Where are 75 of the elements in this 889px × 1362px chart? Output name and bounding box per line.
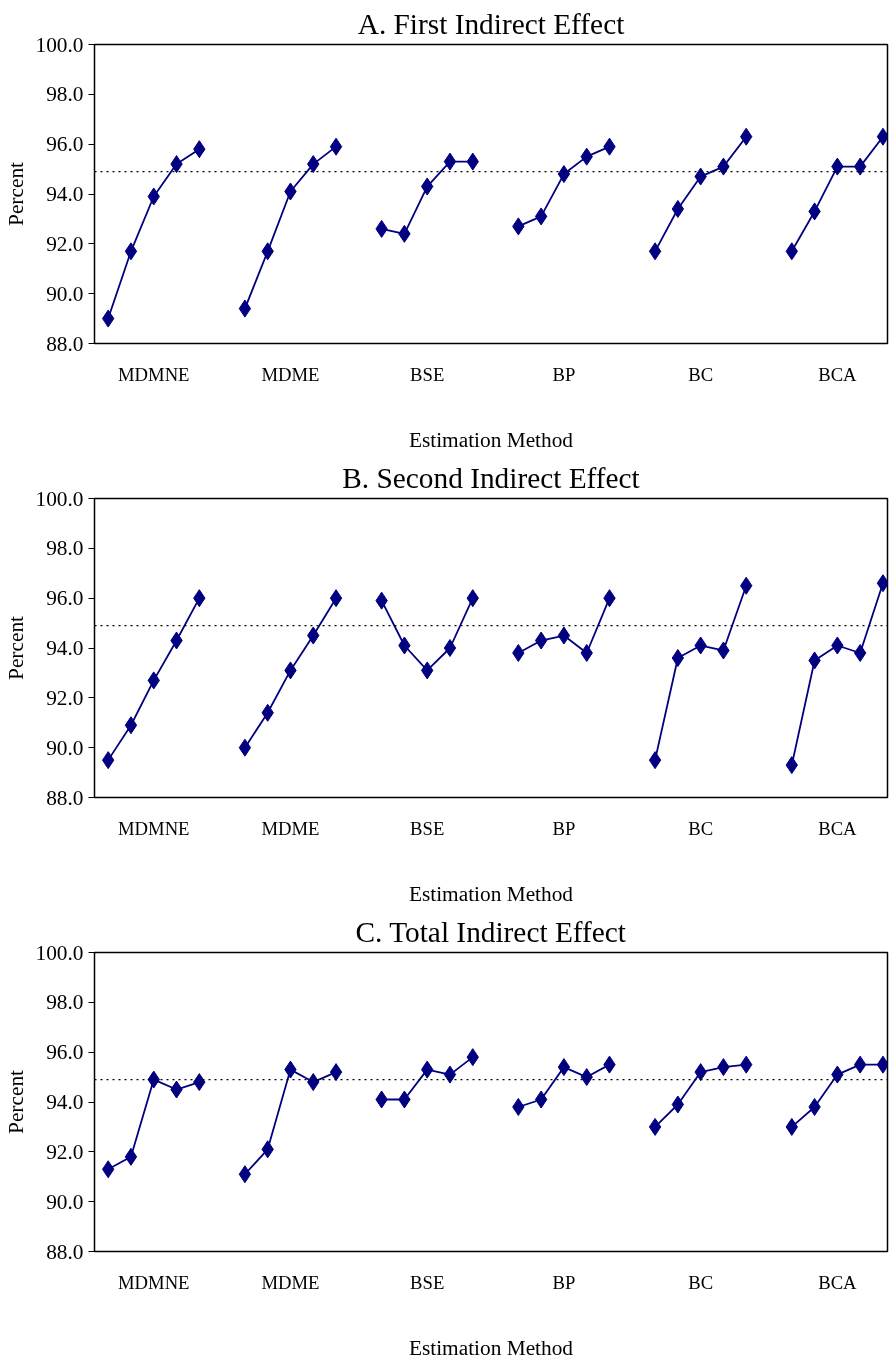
point: [671, 1095, 685, 1114]
y-tick-label: 88.0: [46, 331, 84, 356]
point: [648, 751, 662, 770]
y-tick-label: 90.0: [46, 281, 84, 306]
point: [329, 589, 343, 608]
y-tick-label: 92.0: [46, 1139, 84, 1164]
y-tick-label: 88.0: [46, 785, 84, 810]
point: [853, 157, 867, 176]
x-tick-label: MDMNE: [117, 363, 190, 385]
y-axis-title: Percent: [3, 1069, 28, 1134]
x-tick-label: BCA: [818, 1271, 858, 1293]
y-tick-label: 96.0: [46, 1040, 84, 1065]
y-tick-label: 98.0: [46, 82, 84, 107]
y-tick-label: 92.0: [46, 685, 84, 710]
point: [329, 1063, 343, 1082]
y-tick-label: 94.0: [46, 182, 84, 206]
point: [238, 738, 252, 757]
point: [671, 648, 685, 667]
x-tick-label: MDME: [261, 1271, 320, 1293]
y-tick-label: 90.0: [46, 1189, 84, 1214]
point: [671, 199, 685, 218]
x-tick-label: BP: [552, 1271, 576, 1293]
chart-title: C. Total Indirect Effect: [355, 915, 626, 948]
y-tick-label: 92.0: [46, 231, 84, 256]
point: [443, 1065, 457, 1084]
x-tick-label: MDME: [261, 817, 320, 839]
y-tick-label: 100.0: [35, 486, 84, 511]
y-tick-label: 98.0: [46, 536, 84, 561]
chart-title: B. Second Indirect Effect: [342, 461, 640, 494]
x-tick-label: BSE: [410, 817, 445, 839]
point: [534, 1090, 548, 1109]
x-tick-label: BCA: [818, 817, 858, 839]
x-tick-label: MDMNE: [117, 1271, 190, 1293]
x-tick-label: BSE: [410, 363, 445, 385]
point: [557, 165, 571, 184]
point: [443, 152, 457, 171]
point: [557, 626, 571, 645]
y-tick-label: 100.0: [35, 940, 84, 965]
y-tick-label: 88.0: [46, 1239, 84, 1264]
point: [238, 1165, 252, 1184]
y-tick-label: 96.0: [46, 586, 84, 611]
point: [534, 207, 548, 226]
point: [648, 242, 662, 261]
point: [124, 242, 138, 261]
point: [534, 631, 548, 650]
x-tick-label: BP: [552, 817, 576, 839]
y-axis-title: Percent: [3, 615, 28, 680]
y-tick-label: 100.0: [35, 32, 84, 57]
y-tick-label: 94.0: [46, 1090, 84, 1114]
point: [648, 1117, 662, 1136]
x-axis-title: Estimation Method: [408, 881, 574, 906]
x-axis-title: Estimation Method: [408, 427, 574, 452]
point: [853, 643, 867, 662]
x-axis-title: Estimation Method: [408, 1335, 574, 1360]
x-tick-label: MDME: [261, 363, 320, 385]
point: [853, 1055, 867, 1074]
point: [329, 137, 343, 156]
x-tick-label: BP: [552, 363, 576, 385]
point: [443, 639, 457, 657]
x-tick-label: BC: [688, 363, 714, 385]
point: [557, 1058, 571, 1077]
x-tick-label: BCA: [818, 363, 858, 385]
x-tick-label: BC: [688, 1271, 714, 1293]
point: [124, 1147, 138, 1166]
x-tick-label: BSE: [410, 1271, 445, 1293]
point: [238, 299, 252, 318]
y-tick-label: 94.0: [46, 636, 84, 660]
y-tick-label: 90.0: [46, 735, 84, 760]
x-tick-label: BC: [688, 817, 714, 839]
chart-title: A. First Indirect Effect: [357, 7, 625, 40]
y-axis-title: Percent: [3, 161, 28, 226]
y-tick-label: 98.0: [46, 990, 84, 1015]
x-tick-label: MDMNE: [117, 817, 190, 839]
y-tick-label: 96.0: [46, 132, 84, 157]
point: [124, 716, 138, 735]
